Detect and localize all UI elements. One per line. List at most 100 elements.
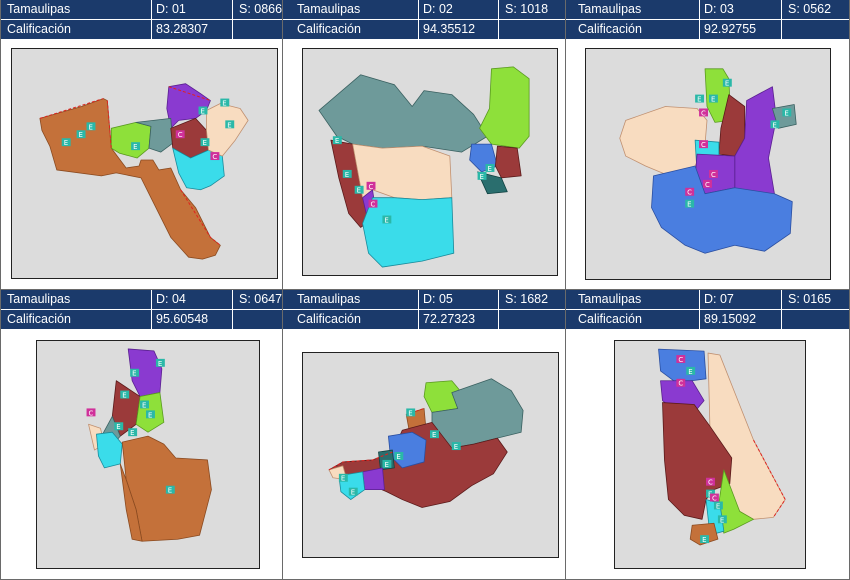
svg-text:E: E bbox=[697, 96, 701, 104]
score-label: Calificación bbox=[7, 312, 71, 326]
svg-text:C: C bbox=[678, 356, 683, 364]
svg-text:E: E bbox=[64, 139, 68, 147]
cell-score-row: Calificación 72.27323 bbox=[283, 310, 565, 329]
district-map[interactable]: E E E E E E C C C C C bbox=[585, 48, 831, 280]
svg-text:E: E bbox=[158, 360, 162, 368]
score-value: 72.27323 bbox=[423, 312, 476, 326]
svg-text:E: E bbox=[130, 429, 134, 437]
svg-text:E: E bbox=[408, 409, 412, 417]
svg-text:C: C bbox=[712, 495, 717, 503]
district-map[interactable]: E E E E E C C C C bbox=[614, 340, 806, 569]
svg-text:E: E bbox=[116, 423, 120, 431]
svg-text:C: C bbox=[212, 153, 217, 161]
cell-header-row: Tamaulipas D: 03 S: 0562 bbox=[566, 0, 849, 20]
svg-text:E: E bbox=[688, 368, 692, 376]
score-value: 95.60548 bbox=[156, 312, 209, 326]
district-cell-d05: Tamaulipas D: 05 S: 1682 Calificación 72… bbox=[283, 290, 566, 580]
district-code: D: 07 bbox=[704, 292, 734, 306]
school-icon: E E E E E E bbox=[332, 136, 495, 224]
district-cell-d07: Tamaulipas D: 07 S: 0165 Calificación 89… bbox=[566, 290, 850, 580]
svg-text:E: E bbox=[132, 370, 136, 378]
district-cell-d04: Tamaulipas D: 04 S: 0647 Calificación 95… bbox=[0, 290, 283, 580]
svg-text:E: E bbox=[201, 107, 205, 115]
cell-score-row: Calificación 94.35512 bbox=[283, 20, 565, 39]
section-code: S: 0165 bbox=[788, 292, 832, 306]
svg-text:E: E bbox=[480, 173, 484, 181]
section-code: S: 1682 bbox=[505, 292, 549, 306]
svg-text:E: E bbox=[772, 121, 776, 129]
svg-text:E: E bbox=[335, 137, 339, 145]
school-icon: E E E E E E bbox=[685, 78, 792, 209]
svg-text:E: E bbox=[687, 201, 691, 209]
svg-text:C: C bbox=[687, 189, 692, 197]
svg-text:E: E bbox=[454, 443, 458, 451]
state-name: Tamaulipas bbox=[297, 2, 361, 16]
score-value: 89.15092 bbox=[704, 312, 757, 326]
section-code: S: 0562 bbox=[788, 2, 832, 16]
state-name: Tamaulipas bbox=[297, 292, 361, 306]
cell-header-row: Tamaulipas D: 05 S: 1682 bbox=[283, 290, 565, 310]
cell-score-row: Calificación 92.92755 bbox=[566, 20, 849, 39]
score-label: Calificación bbox=[297, 312, 361, 326]
svg-text:C: C bbox=[701, 109, 706, 117]
svg-text:E: E bbox=[148, 411, 152, 419]
svg-text:E: E bbox=[79, 131, 83, 139]
district-map[interactable]: E E E E E E E bbox=[302, 352, 559, 558]
church-icon: C C bbox=[175, 130, 220, 161]
score-value: 92.92755 bbox=[704, 22, 757, 36]
district-code: D: 01 bbox=[156, 2, 186, 16]
district-map[interactable]: E E E E E E E E C C bbox=[11, 48, 278, 279]
score-label: Calificación bbox=[578, 312, 642, 326]
district-map-graphic: E E E E E C C C C bbox=[658, 348, 786, 546]
district-map[interactable]: E E E E E E E E C bbox=[36, 340, 260, 569]
district-cell-d03: Tamaulipas D: 03 S: 0562 Calificación 92… bbox=[566, 0, 850, 290]
svg-text:C: C bbox=[371, 201, 376, 209]
score-label: Calificación bbox=[7, 22, 71, 36]
cell-header-row: Tamaulipas D: 02 S: 1018 bbox=[283, 0, 565, 20]
svg-text:C: C bbox=[89, 409, 94, 417]
district-cell-d02: Tamaulipas D: 02 S: 1018 Calificación 94… bbox=[283, 0, 566, 290]
score-value: 83.28307 bbox=[156, 22, 209, 36]
school-icon: E E E E E E E E bbox=[61, 98, 235, 151]
district-cell-d01: Tamaulipas D: 01 S: 0866 Calificación 83… bbox=[0, 0, 283, 290]
svg-text:C: C bbox=[708, 479, 713, 487]
section-code: S: 1018 bbox=[505, 2, 549, 16]
svg-text:C: C bbox=[678, 380, 683, 388]
school-icon: E E E E E E E bbox=[338, 408, 461, 497]
svg-text:C: C bbox=[711, 171, 716, 179]
svg-text:E: E bbox=[351, 489, 355, 497]
cell-header-row: Tamaulipas D: 07 S: 0165 bbox=[566, 290, 849, 310]
svg-text:E: E bbox=[168, 487, 172, 495]
district-code: D: 03 bbox=[704, 2, 734, 16]
cell-score-row: Calificación 83.28307 bbox=[1, 20, 282, 39]
church-icon: C C C C C bbox=[685, 108, 718, 197]
state-name: Tamaulipas bbox=[7, 292, 71, 306]
svg-text:E: E bbox=[202, 139, 206, 147]
svg-text:C: C bbox=[705, 181, 710, 189]
section-code: S: 0647 bbox=[239, 292, 283, 306]
district-map-graphic: E E E E E E C C C C C bbox=[619, 68, 797, 254]
svg-text:E: E bbox=[384, 461, 388, 469]
district-map[interactable]: E E E E E E C C bbox=[302, 48, 558, 276]
church-icon: C C bbox=[366, 181, 378, 209]
cell-header-row: Tamaulipas D: 04 S: 0647 bbox=[1, 290, 282, 310]
church-icon: C bbox=[86, 408, 96, 417]
svg-text:E: E bbox=[725, 80, 729, 88]
score-label: Calificación bbox=[578, 22, 642, 36]
svg-text:C: C bbox=[178, 131, 183, 139]
district-code: D: 04 bbox=[156, 292, 186, 306]
cell-header-row: Tamaulipas D: 01 S: 0866 bbox=[1, 0, 282, 20]
svg-text:C: C bbox=[369, 183, 374, 191]
state-name: Tamaulipas bbox=[578, 292, 642, 306]
district-code: D: 02 bbox=[423, 2, 453, 16]
svg-text:E: E bbox=[784, 109, 788, 117]
school-icon: E E E E E E E E bbox=[114, 358, 175, 495]
svg-text:E: E bbox=[702, 536, 706, 544]
church-icon: C C C C bbox=[676, 355, 719, 503]
svg-text:E: E bbox=[341, 475, 345, 483]
cell-score-row: Calificación 95.60548 bbox=[1, 310, 282, 329]
section-code: S: 0866 bbox=[239, 2, 283, 16]
district-map-graphic: E E E E E E E E C C bbox=[39, 83, 249, 260]
score-label: Calificación bbox=[297, 22, 361, 36]
